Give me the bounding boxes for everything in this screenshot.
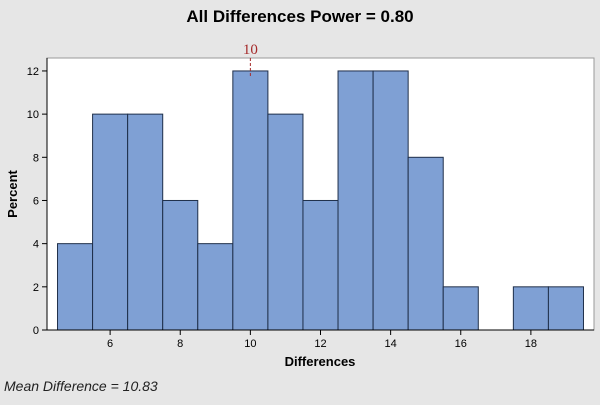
histogram-bar [267, 113, 304, 331]
histogram-bar [302, 199, 339, 331]
y-tick-label: 8 [33, 152, 39, 164]
histogram-bar [92, 113, 129, 331]
x-tick-label: 10 [244, 338, 256, 350]
chart-title: All Differences Power = 0.80 [186, 7, 414, 26]
histogram-bar [337, 70, 374, 331]
x-tick-label: 14 [385, 338, 397, 350]
x-tick-label: 12 [314, 338, 326, 350]
histogram-bar [512, 286, 549, 331]
histogram-bar [372, 70, 409, 331]
y-tick-label: 10 [27, 109, 39, 121]
histogram-bar [407, 156, 444, 331]
histogram-bar [547, 286, 584, 331]
x-axis-title: Differences [285, 354, 356, 369]
y-tick-label: 12 [27, 66, 39, 78]
x-tick-label: 6 [107, 338, 113, 350]
y-tick-label: 4 [33, 239, 39, 251]
y-tick-label: 6 [33, 195, 39, 207]
x-tick-label: 18 [525, 338, 537, 350]
axes-layer: 6 8 10 12 14 16 18 0 2 4 6 8 10 12 10 [27, 42, 594, 350]
x-tick-label: 16 [455, 338, 467, 350]
histogram-bar [162, 199, 199, 331]
histogram-bar [127, 113, 164, 331]
y-tick-label: 2 [33, 282, 39, 294]
y-tick-label: 0 [33, 325, 39, 337]
histogram-bar [232, 70, 269, 331]
histogram-bar [57, 243, 94, 331]
bars-layer [57, 70, 584, 331]
x-tick-label: 8 [177, 338, 183, 350]
y-axis-title: Percent [5, 169, 20, 217]
histogram-bar [197, 243, 234, 331]
histogram-bar [442, 286, 479, 331]
mean-difference-note: Mean Difference = 10.83 [4, 378, 158, 394]
reference-line-label: 10 [243, 42, 258, 58]
